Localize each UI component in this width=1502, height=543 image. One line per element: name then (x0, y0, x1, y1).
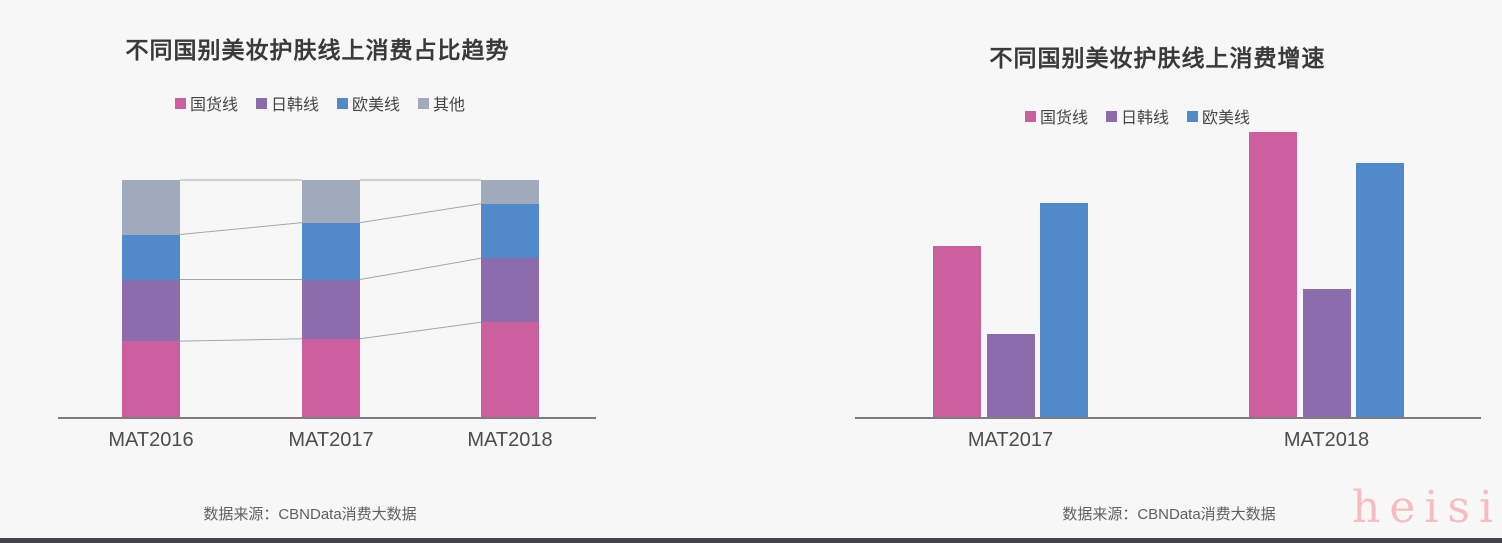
legend-swatch (256, 97, 268, 109)
grouped-bar (1356, 163, 1404, 417)
legend-label: 国货线 (1040, 110, 1089, 127)
x-axis-label: MAT2017 (288, 429, 374, 451)
x-axis-label: MAT2018 (467, 429, 553, 451)
legend-item: 日韩线 (256, 91, 319, 115)
grouped-bar (933, 246, 981, 417)
growth-chart-title: 不同国别美妆护肤线上消费增速 (989, 45, 1326, 71)
grouped-bar (986, 334, 1035, 417)
share-trend-chart-title: 不同国别美妆护肤线上消费占比趋势 (125, 37, 510, 63)
legend-item: 日韩线 (1106, 104, 1169, 128)
legend-label: 其他 (433, 97, 466, 114)
legend-label: 日韩线 (271, 97, 320, 114)
grouped-bar (1249, 132, 1297, 417)
legend-label: 日韩线 (1121, 110, 1170, 127)
stacked-bar-segment (481, 322, 539, 417)
legend-item: 国货线 (175, 91, 238, 115)
legend-swatch (1106, 110, 1118, 122)
legend-swatch (418, 97, 430, 109)
legend-label: 国货线 (190, 97, 239, 114)
share-trend-x-axis (58, 417, 596, 419)
growth-chart-legend: 国货线 日韩线 欧美线 (1025, 104, 1250, 128)
legend-label: 欧美线 (1202, 110, 1251, 127)
legend-item: 欧美线 (1187, 104, 1250, 128)
share-trend-source: 数据来源：CBNData消费大数据 (203, 506, 417, 523)
grouped-bar (1040, 203, 1088, 417)
stacked-bar-segment (481, 203, 539, 259)
stacked-bar-segment (122, 234, 180, 280)
stacked-bar-segment (302, 180, 360, 223)
stacked-bar-segment (302, 338, 360, 417)
stacked-bar-segment (122, 180, 180, 235)
x-axis-label: MAT2018 (1283, 429, 1370, 451)
growth-source: 数据来源：CBNData消费大数据 (1062, 506, 1276, 523)
growth-x-axis (855, 417, 1481, 419)
watermark-text: heisi (1352, 482, 1502, 533)
legend-swatch (1187, 110, 1199, 122)
legend-swatch (337, 97, 349, 109)
bottom-bar (0, 538, 1502, 543)
stacked-bar-segment (302, 222, 360, 280)
legend-item: 欧美线 (337, 91, 400, 115)
stacked-bar-segment (481, 180, 539, 204)
grouped-bar (1302, 288, 1351, 417)
x-axis-label: MAT2016 (108, 429, 194, 451)
stacked-bar-segment (122, 279, 180, 342)
legend-swatch (1025, 110, 1036, 122)
stacked-bar-segment (122, 341, 180, 417)
x-axis-label: MAT2017 (967, 429, 1054, 451)
legend-item: 国货线 (1025, 104, 1088, 128)
legend-swatch (175, 97, 186, 109)
stacked-bar-segment (481, 258, 539, 323)
share-trend-chart-legend: 国货线 日韩线 欧美线 其他 (175, 91, 465, 115)
stacked-bar-segment (302, 279, 360, 339)
legend-item: 其他 (418, 91, 465, 115)
legend-label: 欧美线 (352, 97, 401, 114)
